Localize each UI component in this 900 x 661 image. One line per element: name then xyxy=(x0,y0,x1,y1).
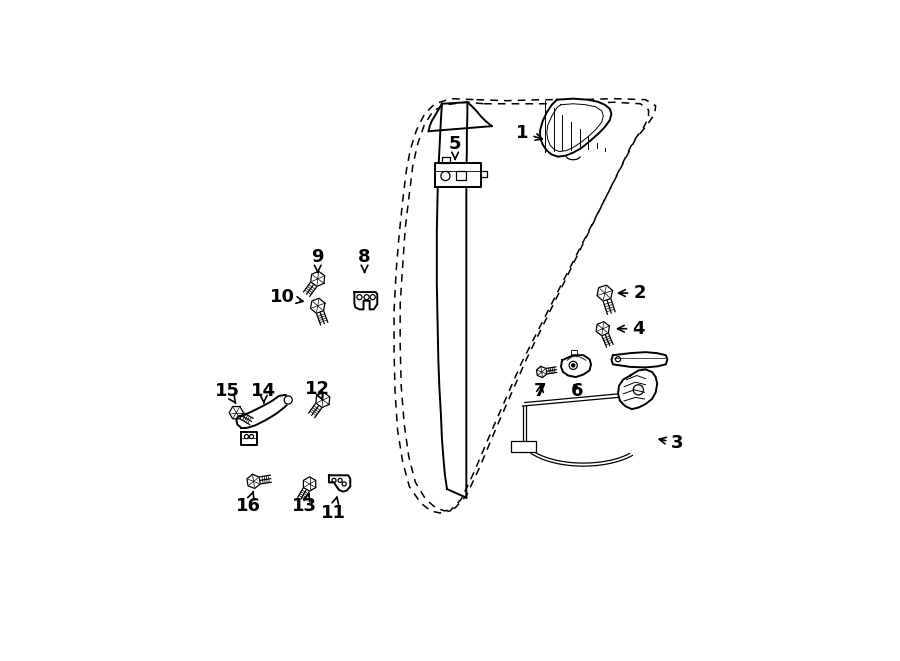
Text: 5: 5 xyxy=(449,136,462,159)
Polygon shape xyxy=(611,352,668,368)
Text: 6: 6 xyxy=(571,382,583,400)
Text: 10: 10 xyxy=(270,288,303,306)
Bar xyxy=(456,171,466,180)
Circle shape xyxy=(572,364,575,367)
Polygon shape xyxy=(597,285,613,301)
Polygon shape xyxy=(247,475,260,488)
Polygon shape xyxy=(237,395,289,428)
Text: 13: 13 xyxy=(292,494,317,515)
Text: 8: 8 xyxy=(358,249,371,272)
Text: 14: 14 xyxy=(251,382,276,403)
Polygon shape xyxy=(316,393,329,408)
Text: 15: 15 xyxy=(214,382,239,403)
Polygon shape xyxy=(596,322,609,336)
Text: 9: 9 xyxy=(311,249,324,272)
Text: 1: 1 xyxy=(516,124,543,141)
Text: 16: 16 xyxy=(236,491,261,515)
Polygon shape xyxy=(303,477,316,491)
Text: 7: 7 xyxy=(534,382,546,400)
Polygon shape xyxy=(540,98,611,157)
Polygon shape xyxy=(241,432,256,445)
Polygon shape xyxy=(310,298,325,313)
Bar xyxy=(511,441,536,452)
Polygon shape xyxy=(618,369,657,409)
Text: 2: 2 xyxy=(618,284,645,302)
Polygon shape xyxy=(435,163,481,187)
Bar xyxy=(456,171,466,180)
Polygon shape xyxy=(355,292,377,309)
Text: 11: 11 xyxy=(320,497,346,522)
Text: 3: 3 xyxy=(659,434,684,452)
Polygon shape xyxy=(328,475,350,492)
Polygon shape xyxy=(536,366,547,377)
Text: 4: 4 xyxy=(617,320,644,338)
Polygon shape xyxy=(310,271,325,286)
Polygon shape xyxy=(230,407,243,419)
Circle shape xyxy=(441,171,450,180)
Polygon shape xyxy=(561,355,591,377)
Bar xyxy=(511,441,536,452)
Text: 12: 12 xyxy=(305,380,330,401)
Circle shape xyxy=(284,396,292,404)
